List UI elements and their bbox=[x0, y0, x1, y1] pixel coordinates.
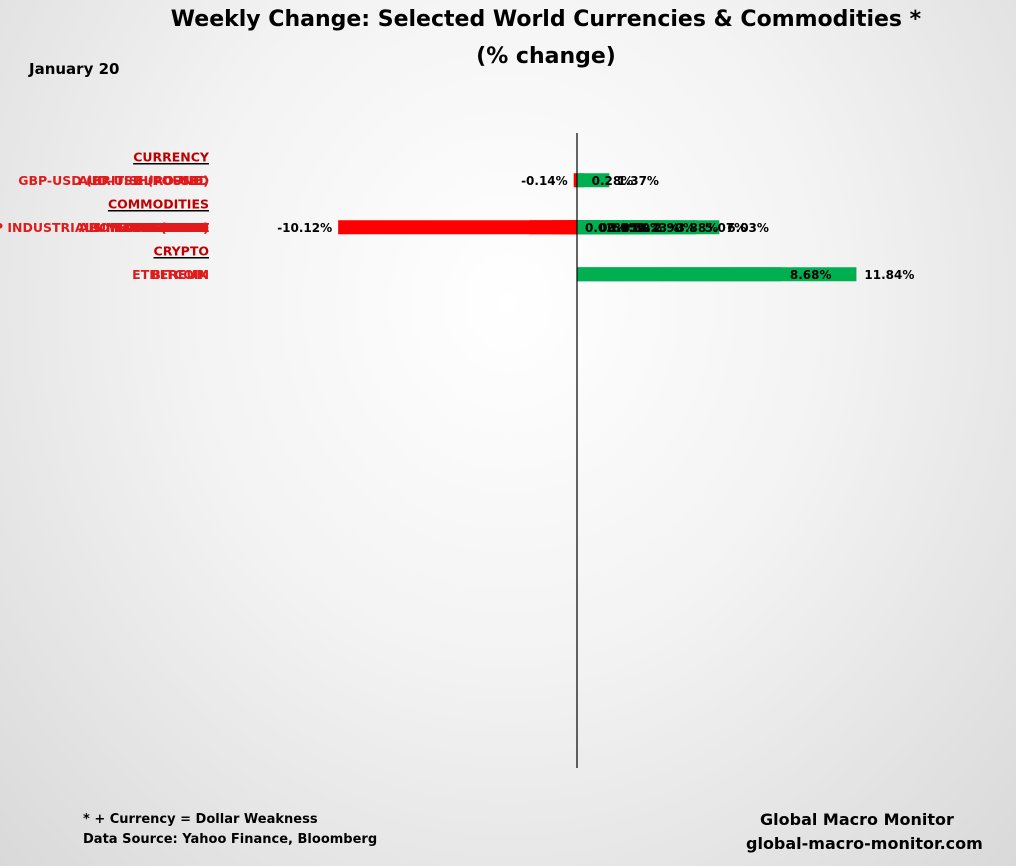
data-label-ethereum: 8.68% bbox=[790, 268, 832, 282]
category-label-crb: CRB bbox=[181, 220, 209, 235]
data-label-bitcoin: 11.84% bbox=[864, 268, 914, 282]
category-label-gbp-usd-british-pound: GBP-USD (BRITISH POUND) bbox=[18, 173, 209, 188]
bar-gbp-usd-british-pound bbox=[577, 173, 610, 188]
footnote: * + Currency = Dollar Weakness bbox=[83, 812, 318, 827]
bar-aluminum-3-mo bbox=[577, 220, 592, 235]
bar-natural-gas bbox=[338, 220, 577, 235]
category-label-aluminum-3-mo: ALUMINUM (3-MO) bbox=[79, 220, 209, 235]
data-label-copper: 0.95% bbox=[607, 221, 649, 235]
bar-ethereum bbox=[577, 267, 782, 282]
group-header-crypto: CRYPTO bbox=[154, 243, 209, 258]
category-label-bitcoin: BITCOIN bbox=[151, 267, 209, 282]
group-header-commodities: COMMODITIES bbox=[108, 196, 209, 211]
data-label-crb: 1.01% bbox=[609, 221, 651, 235]
category-label-ethereum: ETHEREUM bbox=[132, 267, 209, 282]
category-label-euro-usd: EURO-USD bbox=[135, 173, 209, 188]
category-label-wheat: WHEAT bbox=[159, 220, 209, 235]
category-label-copper: COPPER bbox=[153, 220, 210, 235]
data-label-natural-gas: -10.12% bbox=[277, 221, 332, 235]
data-label-s-p-industrials-metals-index: 1.50% bbox=[620, 221, 662, 235]
category-label-lumber: LUMBER bbox=[151, 220, 209, 235]
category-label-crude-oil: CRUDE OIL bbox=[134, 220, 209, 235]
bar-euro-usd bbox=[577, 173, 584, 188]
category-label-s-p-industrials-metals-index: S&P INDUSTRIALS METALS INDEX bbox=[0, 220, 209, 235]
category-label-gasoline: GASOLINE bbox=[138, 220, 209, 235]
chart-title: Weekly Change: Selected World Currencies… bbox=[170, 7, 922, 32]
data-label-crude-oil: 2.23% bbox=[638, 221, 680, 235]
category-label-aud-usd-aussie: AUD-USD (AUSSIE) bbox=[78, 173, 209, 188]
data-label-corn: 0.02% bbox=[585, 221, 627, 235]
chart-subtitle: (% change) bbox=[476, 44, 616, 69]
data-label-zinc-3-mo: 2.90% bbox=[653, 221, 695, 235]
data-label-gasoline: 3.88% bbox=[677, 221, 719, 235]
data-source: Data Source: Yahoo Finance, Bloomberg bbox=[83, 832, 378, 847]
group-header-currency: CURRENCY bbox=[133, 149, 210, 164]
data-label-tin-3-mo: 5.07% bbox=[705, 221, 747, 235]
data-label-nickel: 6.03% bbox=[727, 221, 769, 235]
category-label-zinc-3-mo: ZINC (3-MO) bbox=[123, 220, 209, 235]
brand-url: global-macro-monitor.com bbox=[746, 834, 983, 853]
brand-name: Global Macro Monitor bbox=[760, 810, 954, 829]
data-label-euro-usd: 0.28% bbox=[592, 174, 634, 188]
data-label-gbp-usd-british-pound: 1.37% bbox=[617, 174, 659, 188]
category-label-platinum: PLATINUM bbox=[137, 220, 209, 235]
date-label: January 20 bbox=[29, 60, 120, 78]
category-label-iron-ore-62-fe: IRON ORE 62% FE bbox=[85, 220, 209, 235]
data-label-aud-usd-aussie: -0.14% bbox=[521, 174, 568, 188]
category-label-natural-gas: NATURAL GAS bbox=[111, 220, 209, 235]
category-label-corn: CORN bbox=[169, 220, 209, 235]
category-label-gold: GOLD bbox=[170, 220, 209, 235]
data-label-aluminum-3-mo: 0.60% bbox=[599, 221, 641, 235]
bar-aud-usd-aussie bbox=[573, 173, 577, 188]
category-label-nickel: NICKEL bbox=[159, 220, 210, 235]
category-label-lithium: LITHIUM bbox=[150, 220, 209, 235]
category-label-tin-3-mo: TIN (3-MO) bbox=[133, 220, 209, 235]
